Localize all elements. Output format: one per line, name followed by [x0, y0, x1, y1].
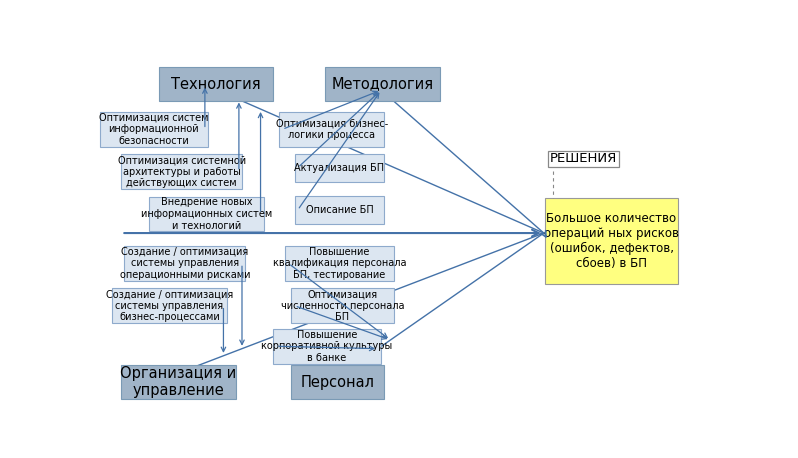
FancyBboxPatch shape: [294, 196, 385, 224]
Text: Создание / оптимизация
системы управления
операционными рисками: Создание / оптимизация системы управлени…: [120, 247, 250, 280]
Text: Повышение
квалификация персонала
БП, тестирование: Повышение квалификация персонала БП, тес…: [273, 247, 406, 280]
FancyBboxPatch shape: [159, 67, 273, 101]
FancyBboxPatch shape: [291, 365, 385, 399]
FancyBboxPatch shape: [112, 289, 227, 323]
Text: РЕШЕНИЯ: РЕШЕНИЯ: [550, 153, 617, 165]
Text: Повышение
корпоративной культуры
в банке: Повышение корпоративной культуры в банке: [262, 330, 393, 363]
FancyBboxPatch shape: [124, 246, 245, 281]
FancyBboxPatch shape: [273, 329, 381, 364]
Text: Описание БП: Описание БП: [306, 205, 373, 215]
FancyBboxPatch shape: [285, 246, 393, 281]
Text: Технология: Технология: [171, 76, 260, 92]
Text: Методология: Методология: [332, 76, 434, 92]
Text: Оптимизация системной
архитектуры и работы
действующих систем: Оптимизация системной архитектуры и рабо…: [117, 155, 246, 188]
FancyBboxPatch shape: [545, 198, 678, 284]
FancyBboxPatch shape: [326, 67, 440, 101]
Text: Оптимизация систем
информационной
безопасности: Оптимизация систем информационной безопа…: [99, 113, 208, 146]
FancyBboxPatch shape: [149, 197, 263, 231]
Text: Оптимизация
численности персонала
БП: Оптимизация численности персонала БП: [281, 289, 405, 322]
FancyBboxPatch shape: [100, 112, 208, 147]
FancyBboxPatch shape: [121, 154, 242, 189]
FancyBboxPatch shape: [279, 112, 385, 147]
Text: Оптимизация бизнес-
логики процесса: Оптимизация бизнес- логики процесса: [275, 119, 388, 140]
Text: Персонал: Персонал: [301, 375, 375, 390]
Text: Актуализация БП: Актуализация БП: [294, 163, 385, 173]
FancyBboxPatch shape: [294, 154, 385, 182]
FancyBboxPatch shape: [121, 365, 236, 399]
Text: Организация и
управление: Организация и управление: [120, 366, 237, 398]
FancyBboxPatch shape: [291, 289, 393, 323]
Text: Большое количество
операций ных рисков
(ошибок, дефектов,
сбоев) в БП: Большое количество операций ных рисков (…: [544, 212, 679, 270]
Text: Создание / оптимизация
системы управления
бизнес-процессами: Создание / оптимизация системы управлени…: [105, 289, 233, 322]
Text: Внедрение новых
информационных систем
и технологий: Внедрение новых информационных систем и …: [140, 197, 272, 231]
